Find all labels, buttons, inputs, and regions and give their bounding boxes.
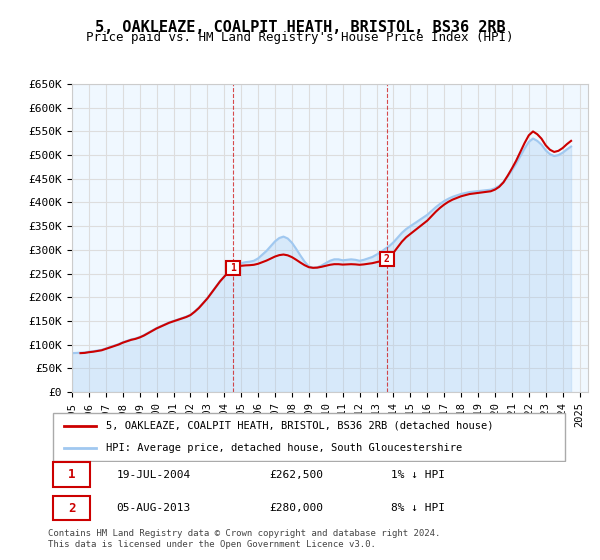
Text: Contains HM Land Registry data © Crown copyright and database right 2024.
This d: Contains HM Land Registry data © Crown c… [48,529,440,549]
Text: £262,500: £262,500 [270,470,324,480]
FancyBboxPatch shape [53,463,90,487]
Text: 8% ↓ HPI: 8% ↓ HPI [391,503,445,513]
Text: 1% ↓ HPI: 1% ↓ HPI [391,470,445,480]
Text: 05-AUG-2013: 05-AUG-2013 [116,503,191,513]
FancyBboxPatch shape [53,496,90,520]
Text: 5, OAKLEAZE, COALPIT HEATH, BRISTOL, BS36 2RB (detached house): 5, OAKLEAZE, COALPIT HEATH, BRISTOL, BS3… [106,421,494,431]
Text: £280,000: £280,000 [270,503,324,513]
Text: 2: 2 [68,502,76,515]
Text: Price paid vs. HM Land Registry's House Price Index (HPI): Price paid vs. HM Land Registry's House … [86,31,514,44]
Text: HPI: Average price, detached house, South Gloucestershire: HPI: Average price, detached house, Sout… [106,443,463,453]
FancyBboxPatch shape [53,413,565,461]
Text: 1: 1 [230,263,236,273]
Text: 19-JUL-2004: 19-JUL-2004 [116,470,191,480]
Text: 1: 1 [68,468,76,481]
Text: 2: 2 [383,254,389,264]
Text: 5, OAKLEAZE, COALPIT HEATH, BRISTOL, BS36 2RB: 5, OAKLEAZE, COALPIT HEATH, BRISTOL, BS3… [95,20,505,35]
